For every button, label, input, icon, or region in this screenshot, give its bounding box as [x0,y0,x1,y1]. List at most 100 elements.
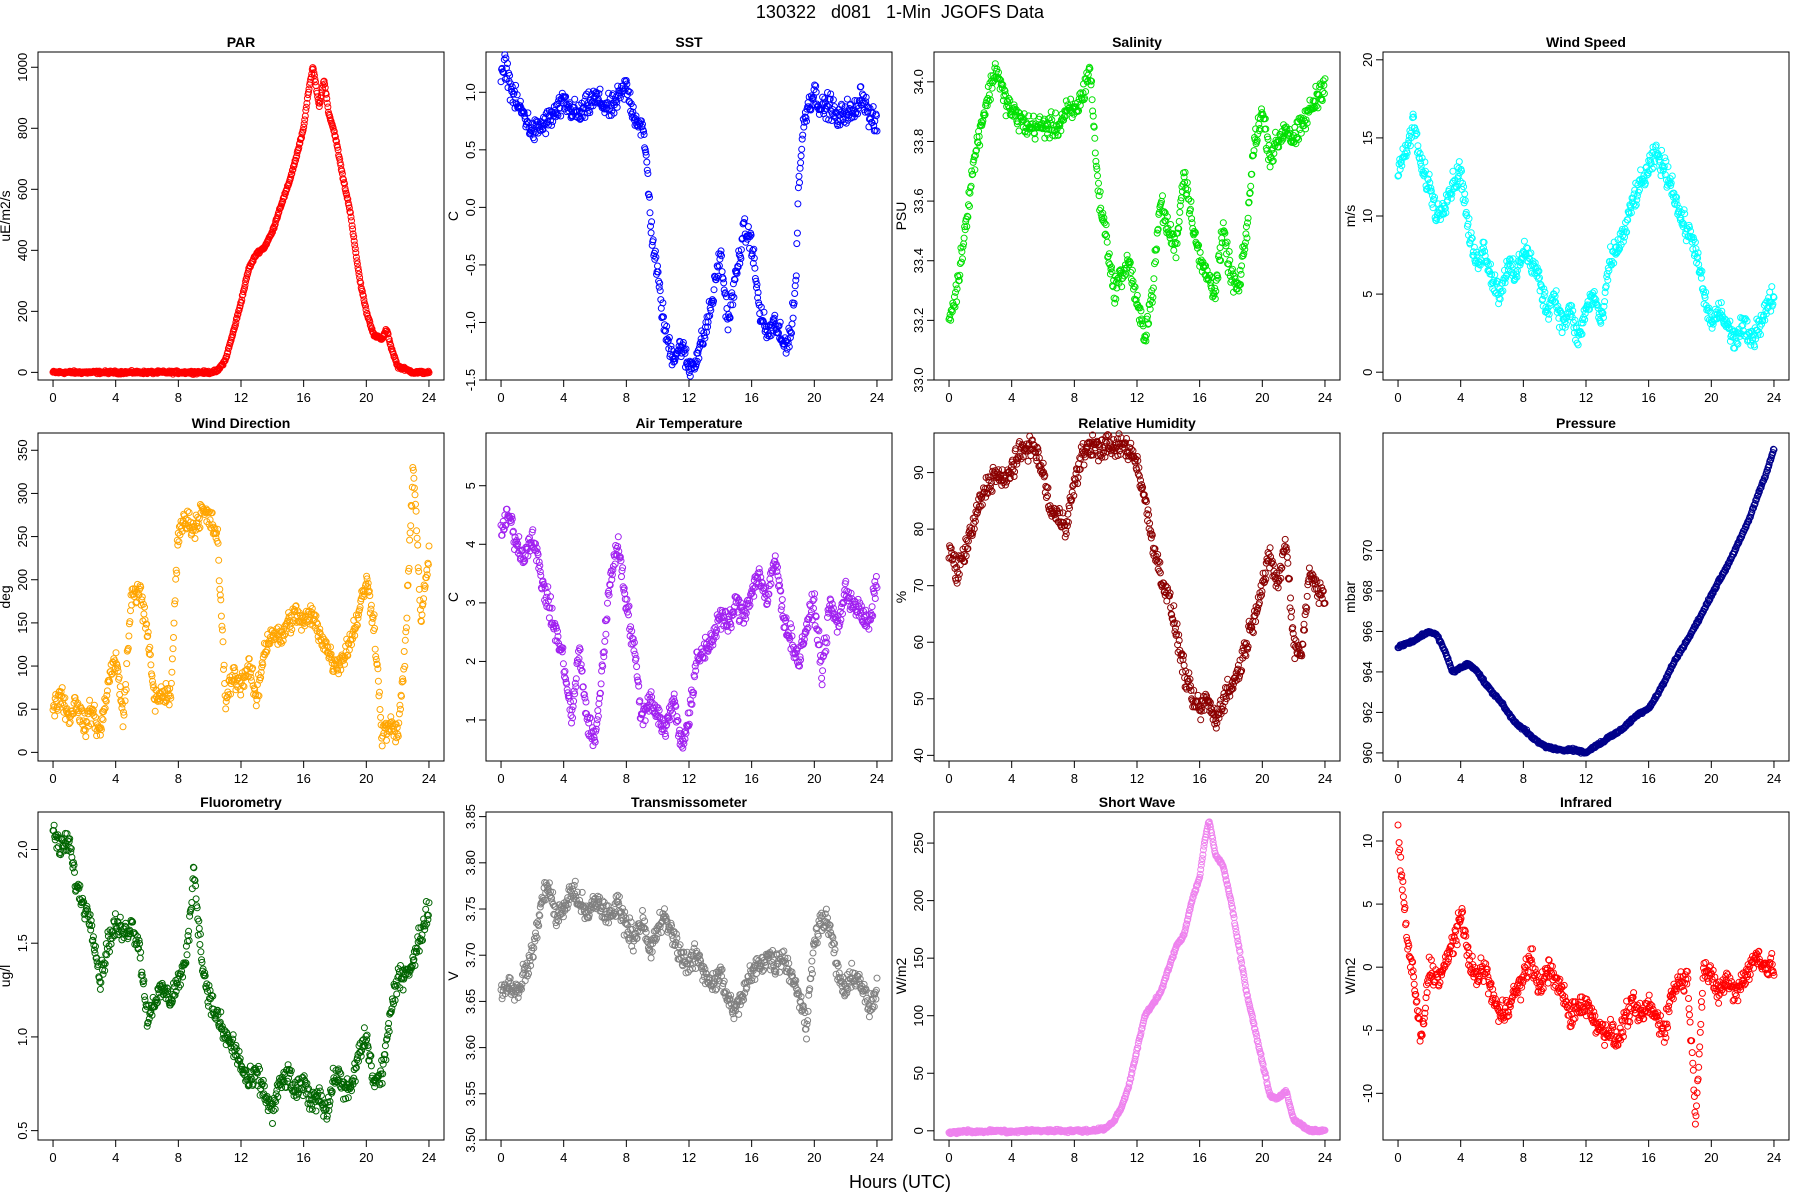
data-point [715,262,723,270]
data-point [623,80,631,88]
data-point [348,222,356,230]
data-point [222,705,230,713]
data-point [378,742,386,750]
data-point [714,263,722,271]
data-point [368,619,376,627]
y-tick-label: 33.4 [911,248,926,273]
data-point [724,326,732,334]
data-point [406,529,414,537]
data-point [1520,237,1528,245]
data-point [633,663,641,671]
y-tick-label: 1.0 [463,83,478,101]
x-tick-label: 16 [744,771,758,786]
data-point [534,118,542,126]
data-point [681,349,689,357]
data-point [403,614,411,622]
data-point [654,262,661,270]
data-point [1319,88,1327,96]
data-point [656,287,664,295]
data-point [1197,716,1205,724]
data-point [571,95,579,103]
data-point [737,246,745,254]
data-point [300,123,308,131]
data-point [214,539,222,547]
y-tick-label: 4 [463,541,478,548]
x-tick-label: 4 [1008,390,1015,405]
data-point [667,342,675,350]
data-point [778,602,786,610]
data-point [352,249,360,257]
data-point [349,225,357,233]
y-tick-label: 0 [1360,369,1375,376]
x-tick-label: 20 [1255,771,1269,786]
data-point [362,306,370,314]
data-point [704,323,712,331]
data-point [733,269,741,277]
data-point [525,119,532,127]
plot-frame [933,51,1341,381]
data-point [340,176,347,184]
data-point [82,733,90,741]
data-point [310,71,318,79]
data-point [1024,457,1032,465]
data-point [797,159,805,167]
data-point [367,601,375,609]
plot-frame [37,432,445,762]
data-point [1658,146,1666,154]
data-point [219,361,227,369]
x-tick-label: 0 [1394,390,1401,405]
data-point [710,297,717,305]
data-point [1320,90,1328,97]
data-point [1255,120,1263,128]
data-point [103,687,111,695]
data-point [622,77,630,84]
data-point [824,613,831,621]
x-tick-label: 0 [945,390,952,405]
data-point [652,253,660,261]
x-tick-label: 12 [1130,771,1144,786]
data-point [352,253,360,261]
data-point [675,342,683,350]
data-point [168,655,176,663]
data-point [833,628,841,636]
data-point [218,626,226,634]
data-point [644,170,652,177]
panel-title: PAR [227,34,256,50]
x-tick-label: 16 [1192,771,1206,786]
data-point [1103,232,1111,240]
data-point [146,643,154,651]
data-point [512,81,520,89]
data-point [303,99,311,107]
x-tick-label: 0 [497,771,504,786]
x-tick-label: 8 [1071,390,1078,405]
data-point [243,274,251,282]
data-point [1170,246,1178,254]
data-point [238,296,246,304]
x-tick-label: 12 [1130,390,1144,405]
data-point [613,98,621,106]
data-point [392,738,400,746]
x-tick-label: 8 [175,771,182,786]
panel-title: SST [675,34,703,50]
y-tick-label: 1 [463,716,478,723]
data-point [305,85,313,93]
data-point [544,121,552,129]
data-point [601,637,609,645]
data-point [216,585,224,593]
data-point [1091,149,1099,157]
data-point [620,95,628,103]
data-point [330,128,338,135]
data-point [708,296,716,304]
data-point [578,113,586,121]
data-point [376,706,384,713]
data-point [796,164,804,172]
data-point [1159,192,1166,200]
data-point [402,624,410,632]
data-point [353,257,361,265]
data-point [648,218,656,226]
x-tick-label: 8 [175,390,182,405]
data-point [618,573,625,581]
x-tick-label: 12 [682,771,696,786]
data-point [548,121,556,129]
